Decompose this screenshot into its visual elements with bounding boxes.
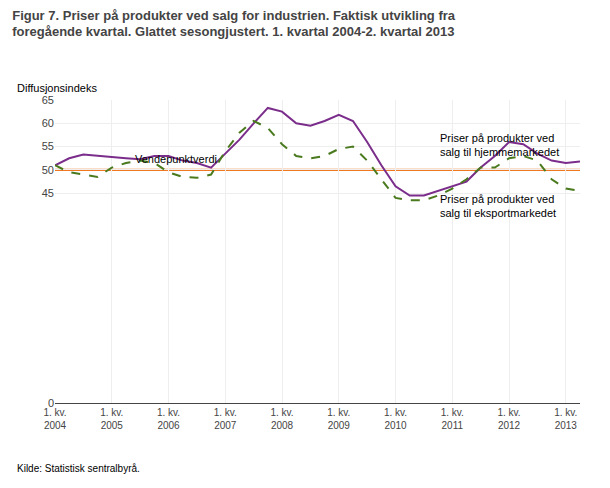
svg-text:1. kv.2008: 1. kv.2008	[270, 407, 293, 431]
svg-text:Diffusjonsindeks: Diffusjonsindeks	[17, 82, 97, 94]
svg-text:45: 45	[42, 187, 54, 199]
svg-text:1. kv.2006: 1. kv.2006	[157, 407, 180, 431]
svg-text:Priser på produkter vedsalg ti: Priser på produkter vedsalg til eksportm…	[440, 193, 556, 219]
svg-text:0: 0	[48, 397, 54, 409]
svg-text:1. kv.2009: 1. kv.2009	[327, 407, 350, 431]
svg-text:55: 55	[42, 140, 54, 152]
svg-text:1. kv.2013: 1. kv.2013	[554, 407, 577, 431]
svg-text:1. kv.2004: 1. kv.2004	[43, 407, 66, 431]
svg-text:1. kv.2007: 1. kv.2007	[214, 407, 237, 431]
svg-text:1. kv.2012: 1. kv.2012	[497, 407, 520, 431]
svg-text:65: 65	[42, 94, 54, 106]
svg-text:1. kv.2005: 1. kv.2005	[100, 407, 123, 431]
svg-text:Vendepunktverdi: Vendepunktverdi	[135, 153, 217, 165]
svg-text:Figur 7. Priser på produkter v: Figur 7. Priser på produkter ved salg fo…	[12, 8, 456, 40]
svg-text:60: 60	[42, 117, 54, 129]
svg-text:50: 50	[42, 164, 54, 176]
svg-text:1. kv.2010: 1. kv.2010	[384, 407, 407, 431]
svg-text:1. kv.2011: 1. kv.2011	[441, 407, 464, 431]
svg-text:Priser på produkter vedsalg ti: Priser på produkter vedsalg til hjemmema…	[440, 132, 559, 158]
svg-text:Kilde: Statistisk sentralbyrå.: Kilde: Statistisk sentralbyrå.	[17, 463, 140, 474]
